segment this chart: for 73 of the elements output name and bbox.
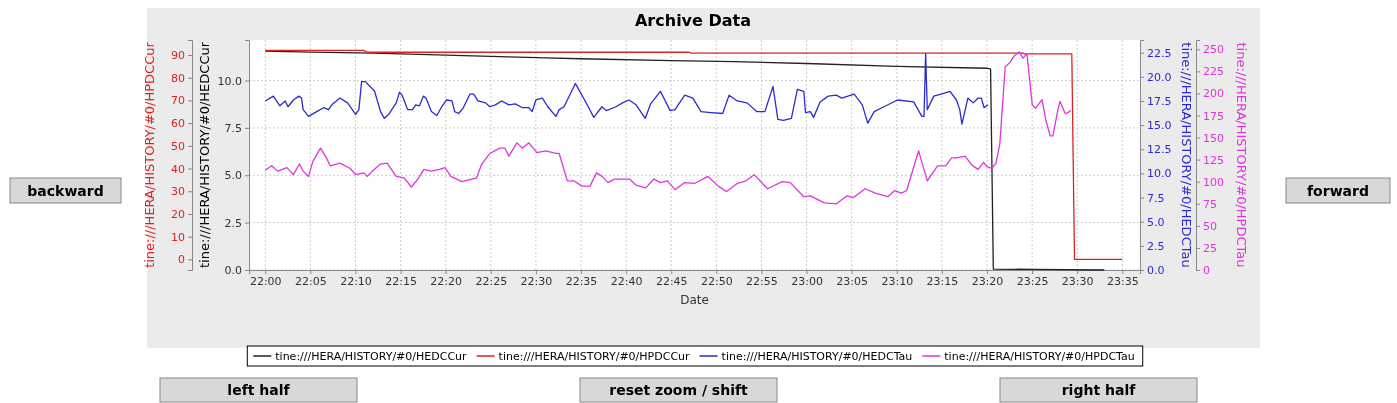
x-axis-title: Date — [680, 293, 709, 307]
x-tick-label: 22:00 — [249, 274, 282, 288]
x-tick-label: 22:45 — [655, 274, 688, 288]
y3-tick-label: 12.5 — [1147, 143, 1172, 157]
y2-axis-title: tine:///HERA/HISTORY/#0/HPDCCur — [141, 41, 157, 268]
x-tick-label: 22:05 — [294, 274, 327, 288]
y-tick-label: 125 — [1203, 153, 1224, 167]
legend-label: tine:///HERA/HISTORY/#0/HPDCTau — [944, 350, 1135, 363]
y3-tick-label: 2.5 — [1147, 239, 1165, 253]
x-tick-label: 22:40 — [610, 274, 643, 288]
button: right half — [999, 377, 1198, 403]
legend-label: tine:///HERA/HISTORY/#0/HEDCCur — [275, 350, 468, 363]
x-tick-label: 22:30 — [520, 274, 553, 288]
x-tick-label: 23:00 — [791, 274, 823, 288]
y-tick-label: 7.5 — [224, 121, 242, 135]
x-tick-label: 22:20 — [430, 274, 463, 288]
y2-tick-label: 20 — [171, 207, 185, 221]
line-series — [264, 51, 1072, 205]
y-tick-label: 25 — [1203, 241, 1217, 255]
legend-label: tine:///HERA/HISTORY/#0/HPDCCur — [498, 350, 691, 363]
line-series — [264, 52, 989, 125]
y2-tick-label: 30 — [171, 185, 185, 199]
y3-tick-label: 15.0 — [1147, 119, 1172, 133]
y3-tick-label: 22.5 — [1147, 46, 1172, 60]
y2-tick-label: 90 — [171, 49, 185, 63]
y2-tick-label: 10 — [171, 230, 185, 244]
button: reset zoom / shift — [579, 377, 778, 403]
x-tick-label: 23:30 — [1061, 274, 1094, 288]
x-tick-label: 23:05 — [836, 274, 868, 288]
y-axis-title: tine:///HERA/HISTORY/#0/HEDCCur — [196, 41, 212, 269]
y-tick-label: 250 — [1203, 43, 1224, 57]
y-axis-title: tine:///HERA/HISTORY/#0/HPDCTau — [1233, 42, 1249, 268]
y-tick-label: 150 — [1203, 131, 1224, 145]
x-tick-label: 22:35 — [565, 274, 598, 288]
y2-tick-label: 0 — [178, 253, 185, 267]
y3-tick-label: 17.5 — [1147, 94, 1172, 108]
y-tick-label: 50 — [1203, 219, 1217, 233]
y-tick-label: 75 — [1203, 197, 1217, 211]
y-tick-label: 2.5 — [224, 216, 242, 230]
x-tick-label: 23:10 — [881, 274, 914, 288]
y-tick-label: 200 — [1203, 87, 1224, 101]
chart-title: Archive Data — [634, 11, 752, 30]
y2-tick-label: 40 — [171, 162, 185, 176]
y-tick-label: 0 — [1203, 264, 1210, 278]
y2-tick-label: 80 — [171, 71, 185, 85]
y3-tick-label: 10.0 — [1147, 167, 1172, 181]
button: left half — [159, 377, 358, 403]
x-tick-label: 22:15 — [385, 274, 417, 288]
y3-tick-label: 0.0 — [1147, 264, 1165, 278]
button: forward — [1285, 177, 1391, 204]
y-tick-label: 10.0 — [217, 74, 242, 88]
x-tick-label: 22:50 — [700, 274, 733, 288]
y-tick-label: 5.0 — [224, 169, 242, 183]
y3-axis-title: tine:///HERA/HISTORY/#0/HEDCTau — [1178, 42, 1194, 268]
y2-tick-label: 60 — [171, 117, 185, 131]
legend-label: tine:///HERA/HISTORY/#0/HEDCTau — [721, 350, 913, 363]
y-tick-label: 0.0 — [224, 264, 242, 278]
y3-tick-label: 20.0 — [1147, 70, 1172, 84]
y3-tick-label: 5.0 — [1147, 215, 1165, 229]
x-tick-label: 23:25 — [1016, 274, 1049, 288]
y-tick-label: 100 — [1203, 175, 1224, 189]
y2-tick-label: 50 — [171, 139, 185, 153]
x-tick-label: 22:55 — [746, 274, 778, 288]
y-tick-label: 225 — [1203, 65, 1224, 79]
x-tick-label: 23:15 — [926, 274, 959, 288]
x-tick-label: 22:10 — [340, 274, 372, 288]
y3-tick-label: 7.5 — [1147, 191, 1165, 205]
y-tick-label: 175 — [1203, 109, 1224, 123]
x-tick-label: 22:25 — [475, 274, 508, 288]
y2-tick-label: 70 — [171, 94, 185, 108]
button: backward — [9, 177, 122, 204]
x-tick-label: 23:20 — [971, 274, 1004, 288]
x-tick-label: 23:35 — [1106, 274, 1139, 288]
